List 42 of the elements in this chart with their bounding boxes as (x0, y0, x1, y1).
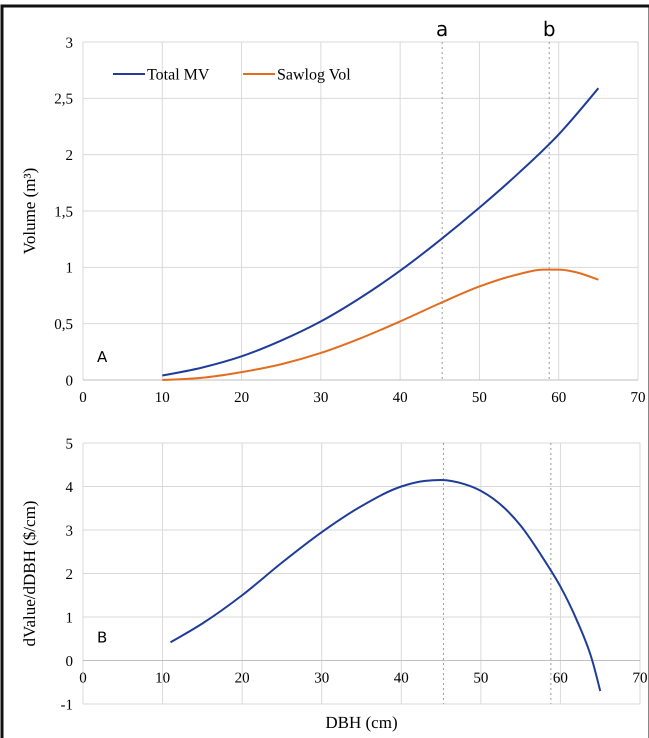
x-tick-label: 40 (392, 390, 408, 406)
x-tick-label: 40 (394, 670, 409, 686)
x-tick-label: 0 (79, 670, 87, 686)
x-tick-label: 70 (630, 390, 646, 406)
x-tick-label: 30 (314, 670, 330, 686)
line-series (161, 87, 600, 376)
x-tick-label: 20 (234, 670, 250, 686)
x-tick-label: 10 (155, 670, 170, 686)
legend-label: Sawlog Vol (277, 66, 352, 84)
y-tick-label: 3 (66, 523, 73, 540)
y-axis-title: Volume (m³) (20, 168, 39, 254)
ref-line-label: a (436, 17, 448, 41)
y-tick-label: 1 (66, 610, 73, 626)
y-tick-label: 3 (66, 35, 73, 52)
y-tick-label: 2 (66, 566, 73, 583)
x-tick-label: 30 (313, 390, 328, 406)
y-tick-label: 5 (66, 436, 73, 452)
annotation: B (97, 628, 108, 646)
line-series (161, 268, 600, 381)
y-tick-label: -1 (60, 697, 73, 714)
y-tick-label: 1,5 (54, 204, 73, 220)
x-axis-title: DBH (cm) (325, 713, 398, 732)
y-tick-label: 0 (66, 654, 73, 670)
ref-line-label: b (542, 17, 556, 41)
x-tick-label: 10 (154, 390, 170, 406)
legend-label: Total MV (147, 66, 210, 84)
y-tick-label: 0 (66, 373, 73, 390)
x-tick-label: 60 (551, 390, 566, 406)
x-tick-label: 50 (473, 670, 488, 686)
y-tick-label: 1 (66, 260, 73, 277)
x-tick-label: 0 (79, 390, 87, 406)
line-series (170, 478, 602, 692)
annotation: A (97, 348, 108, 366)
y-axis-title: dValue/dDBH ($/cm) (20, 500, 39, 646)
y-tick-label: 0,5 (54, 316, 73, 333)
x-tick-label: 20 (234, 390, 250, 406)
x-tick-label: 70 (632, 670, 648, 686)
x-tick-label: 60 (552, 670, 568, 686)
x-tick-label: 50 (472, 390, 487, 406)
y-tick-label: 2 (66, 148, 73, 164)
y-tick-label: 2,5 (54, 92, 73, 108)
y-tick-label: 4 (66, 480, 74, 496)
